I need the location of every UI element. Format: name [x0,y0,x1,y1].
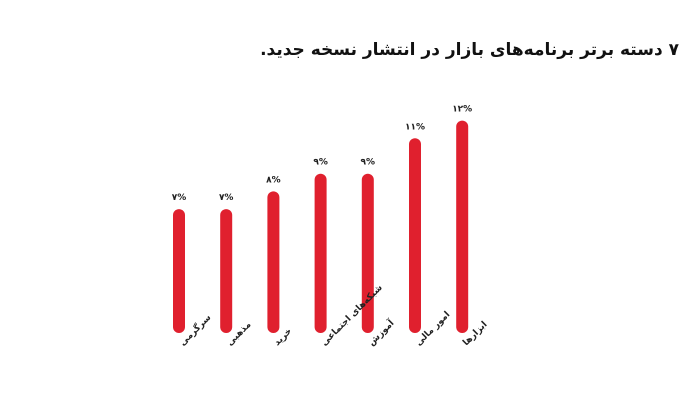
value-label-2: ۸% [266,175,281,185]
value-label-4: ۹% [361,158,376,168]
bar-0 [173,209,185,333]
value-label-1: ۷% [219,193,234,203]
value-label-0: ۷% [172,193,187,203]
bar-5 [409,138,421,333]
value-label-6: ۱۲% [452,105,472,115]
value-label-3: ۹% [313,158,328,168]
bar-3 [314,173,327,333]
bar-4 [361,173,374,333]
chart-title: ۷ دسته برتر برنامه‌های بازار در انتشار ن… [260,40,679,60]
value-label-5: ۱۱% [405,122,425,132]
bar-6 [456,120,469,333]
bar-2 [267,191,280,333]
bar-1 [220,209,233,333]
